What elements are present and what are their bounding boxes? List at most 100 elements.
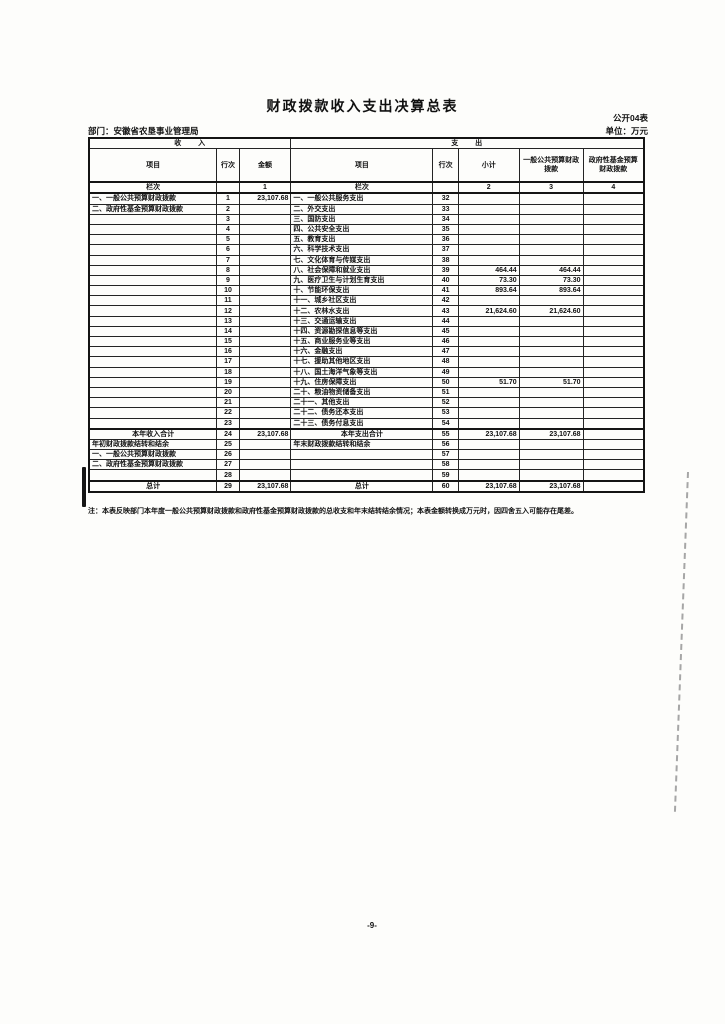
table-row: 16 十六、金融支出 47 [88, 346, 645, 358]
expense-general-budget-cell [518, 469, 584, 482]
expense-item-cell: 六、科学技术支出 [290, 244, 434, 256]
expense-govfund-budget-cell [582, 244, 645, 256]
income-item-cell [88, 295, 218, 307]
expense-general-budget-cell [518, 192, 584, 205]
expense-subtotal-cell [457, 203, 520, 215]
income-rowno-cell: 16 [216, 346, 240, 358]
income-amount-cell [238, 366, 292, 378]
income-amount-cell [238, 305, 292, 317]
income-rowno-cell: 24 [216, 427, 240, 440]
income-amount-cell: 23,107.68 [238, 427, 292, 440]
expense-item-cell [290, 469, 434, 482]
expense-govfund-budget-cell [582, 305, 645, 317]
income-item-cell: 本年收入合计 [88, 427, 218, 440]
expense-item-cell: 一、一般公共服务支出 [290, 192, 434, 205]
income-rowno-cell: 14 [216, 325, 240, 338]
expense-rowno-cell: 53 [432, 407, 459, 419]
income-amount-cell [238, 356, 292, 368]
table-row: 一、一般公共预算财政拨款 26 57 [88, 449, 645, 461]
scan-edge-mark [82, 467, 86, 507]
income-amount-cell [238, 469, 292, 482]
income-rowno-cell: 11 [216, 295, 240, 307]
income-item-cell [88, 285, 218, 297]
income-amount-cell [238, 438, 292, 451]
income-colnum-1: 1 [238, 181, 292, 195]
scan-dashed-line-artifact [673, 471, 689, 812]
expense-colnum-label: 栏次 [290, 181, 434, 195]
expense-subtotal-cell [457, 386, 520, 399]
income-item-cell: 二、政府性基金预算财政拨款 [88, 203, 218, 215]
income-amount-cell [238, 335, 292, 348]
income-item-cell: 二、政府性基金预算财政拨款 [88, 459, 218, 471]
expense-govfund-budget-cell [582, 192, 645, 205]
income-item-cell [88, 417, 218, 430]
expense-general-budget-cell [518, 295, 584, 307]
income-rowno-cell: 15 [216, 335, 240, 348]
income-item-cell [88, 305, 218, 317]
income-item-cell [88, 386, 218, 399]
income-item-cell [88, 397, 218, 409]
expense-subtotal-cell [457, 254, 520, 266]
meta-line: 部门：安徽省农垦事业管理局 单位：万元 [88, 125, 648, 137]
income-section-header: 收 入 [88, 137, 292, 150]
table-row: 18 十八、国土海洋气象等支出 49 [88, 366, 645, 378]
expense-subtotal-cell [457, 438, 520, 451]
expense-general-budget-cell [518, 438, 584, 451]
income-item-cell [88, 254, 218, 266]
expense-general-budget-cell [518, 417, 584, 430]
table-row: 10 十、节能环保支出 41 893.64 893.64 [88, 285, 645, 297]
page-number: -9- [367, 921, 377, 930]
expense-subtotal-cell [457, 459, 520, 471]
income-amount-cell [238, 417, 292, 430]
expense-subtotal-cell [457, 295, 520, 307]
income-amount-header: 金额 [238, 148, 292, 184]
table-row: 二、政府性基金预算财政拨款 27 58 [88, 459, 645, 471]
table-row: 9 九、医疗卫生与计划生育支出 40 73.30 73.30 [88, 274, 645, 287]
income-rowno-cell: 20 [216, 386, 240, 399]
expense-subtotal-cell: 51.70 [457, 376, 520, 388]
expense-rowno-cell: 43 [432, 305, 459, 317]
table-row: 11 十一、城乡社区支出 42 [88, 295, 645, 307]
expense-subtotal-cell [457, 407, 520, 419]
expense-govfund-budget-cell [582, 223, 645, 236]
expense-rowno-cell: 50 [432, 376, 459, 388]
income-amount-cell [238, 459, 292, 471]
expense-rowno-cell: 51 [432, 386, 459, 399]
income-rowno-cell: 17 [216, 356, 240, 368]
expense-subtotal-cell [457, 469, 520, 482]
income-amount-cell [238, 274, 292, 287]
department-label: 部门：安徽省农垦事业管理局 [88, 126, 199, 136]
income-amount-cell [238, 376, 292, 388]
income-item-cell [88, 469, 218, 482]
column-number-row: 栏次 1 栏次 2 3 4 [88, 181, 645, 195]
income-item-cell [88, 244, 218, 256]
income-rowno-cell: 5 [216, 234, 240, 246]
expense-general-budget-cell [518, 213, 584, 225]
expense-rowno-cell: 55 [432, 427, 459, 440]
expense-rowno-cell: 39 [432, 264, 459, 276]
income-item-cell [88, 264, 218, 276]
expense-item-cell: 十八、国土海洋气象等支出 [290, 366, 434, 378]
footnote: 注：本表反映部门本年度一般公共预算财政拨款和政府性基金预算财政拨款的总收支和年末… [88, 508, 578, 515]
expense-rowno-cell: 32 [432, 192, 459, 205]
expense-item-cell: 十六、金融支出 [290, 346, 434, 358]
expense-item-cell: 二十二、债务还本支出 [290, 407, 434, 419]
expense-rowno-cell: 57 [432, 449, 459, 461]
expense-colnum-4: 4 [582, 181, 645, 195]
income-amount-cell [238, 397, 292, 409]
income-amount-cell: 23,107.68 [238, 479, 292, 493]
expense-item-cell: 总计 [290, 479, 434, 493]
expense-item-cell: 八、社会保障和就业支出 [290, 264, 434, 276]
expense-govfund-budget-header: 政府性基金预算财政拨款 [582, 148, 645, 184]
expense-general-budget-cell [518, 386, 584, 399]
expense-subtotal-cell [457, 346, 520, 358]
expense-rowno-cell: 36 [432, 234, 459, 246]
expense-govfund-budget-cell [582, 417, 645, 430]
expense-govfund-budget-cell [582, 376, 645, 388]
expense-rowno-cell: 34 [432, 213, 459, 225]
income-amount-cell [238, 346, 292, 358]
table-row: 13 十三、交通运输支出 44 [88, 315, 645, 327]
income-amount-cell [238, 223, 292, 236]
table-body: 一、一般公共预算财政拨款 1 23,107.68 一、一般公共服务支出 32 二… [88, 192, 645, 493]
expense-subtotal-cell [457, 335, 520, 348]
